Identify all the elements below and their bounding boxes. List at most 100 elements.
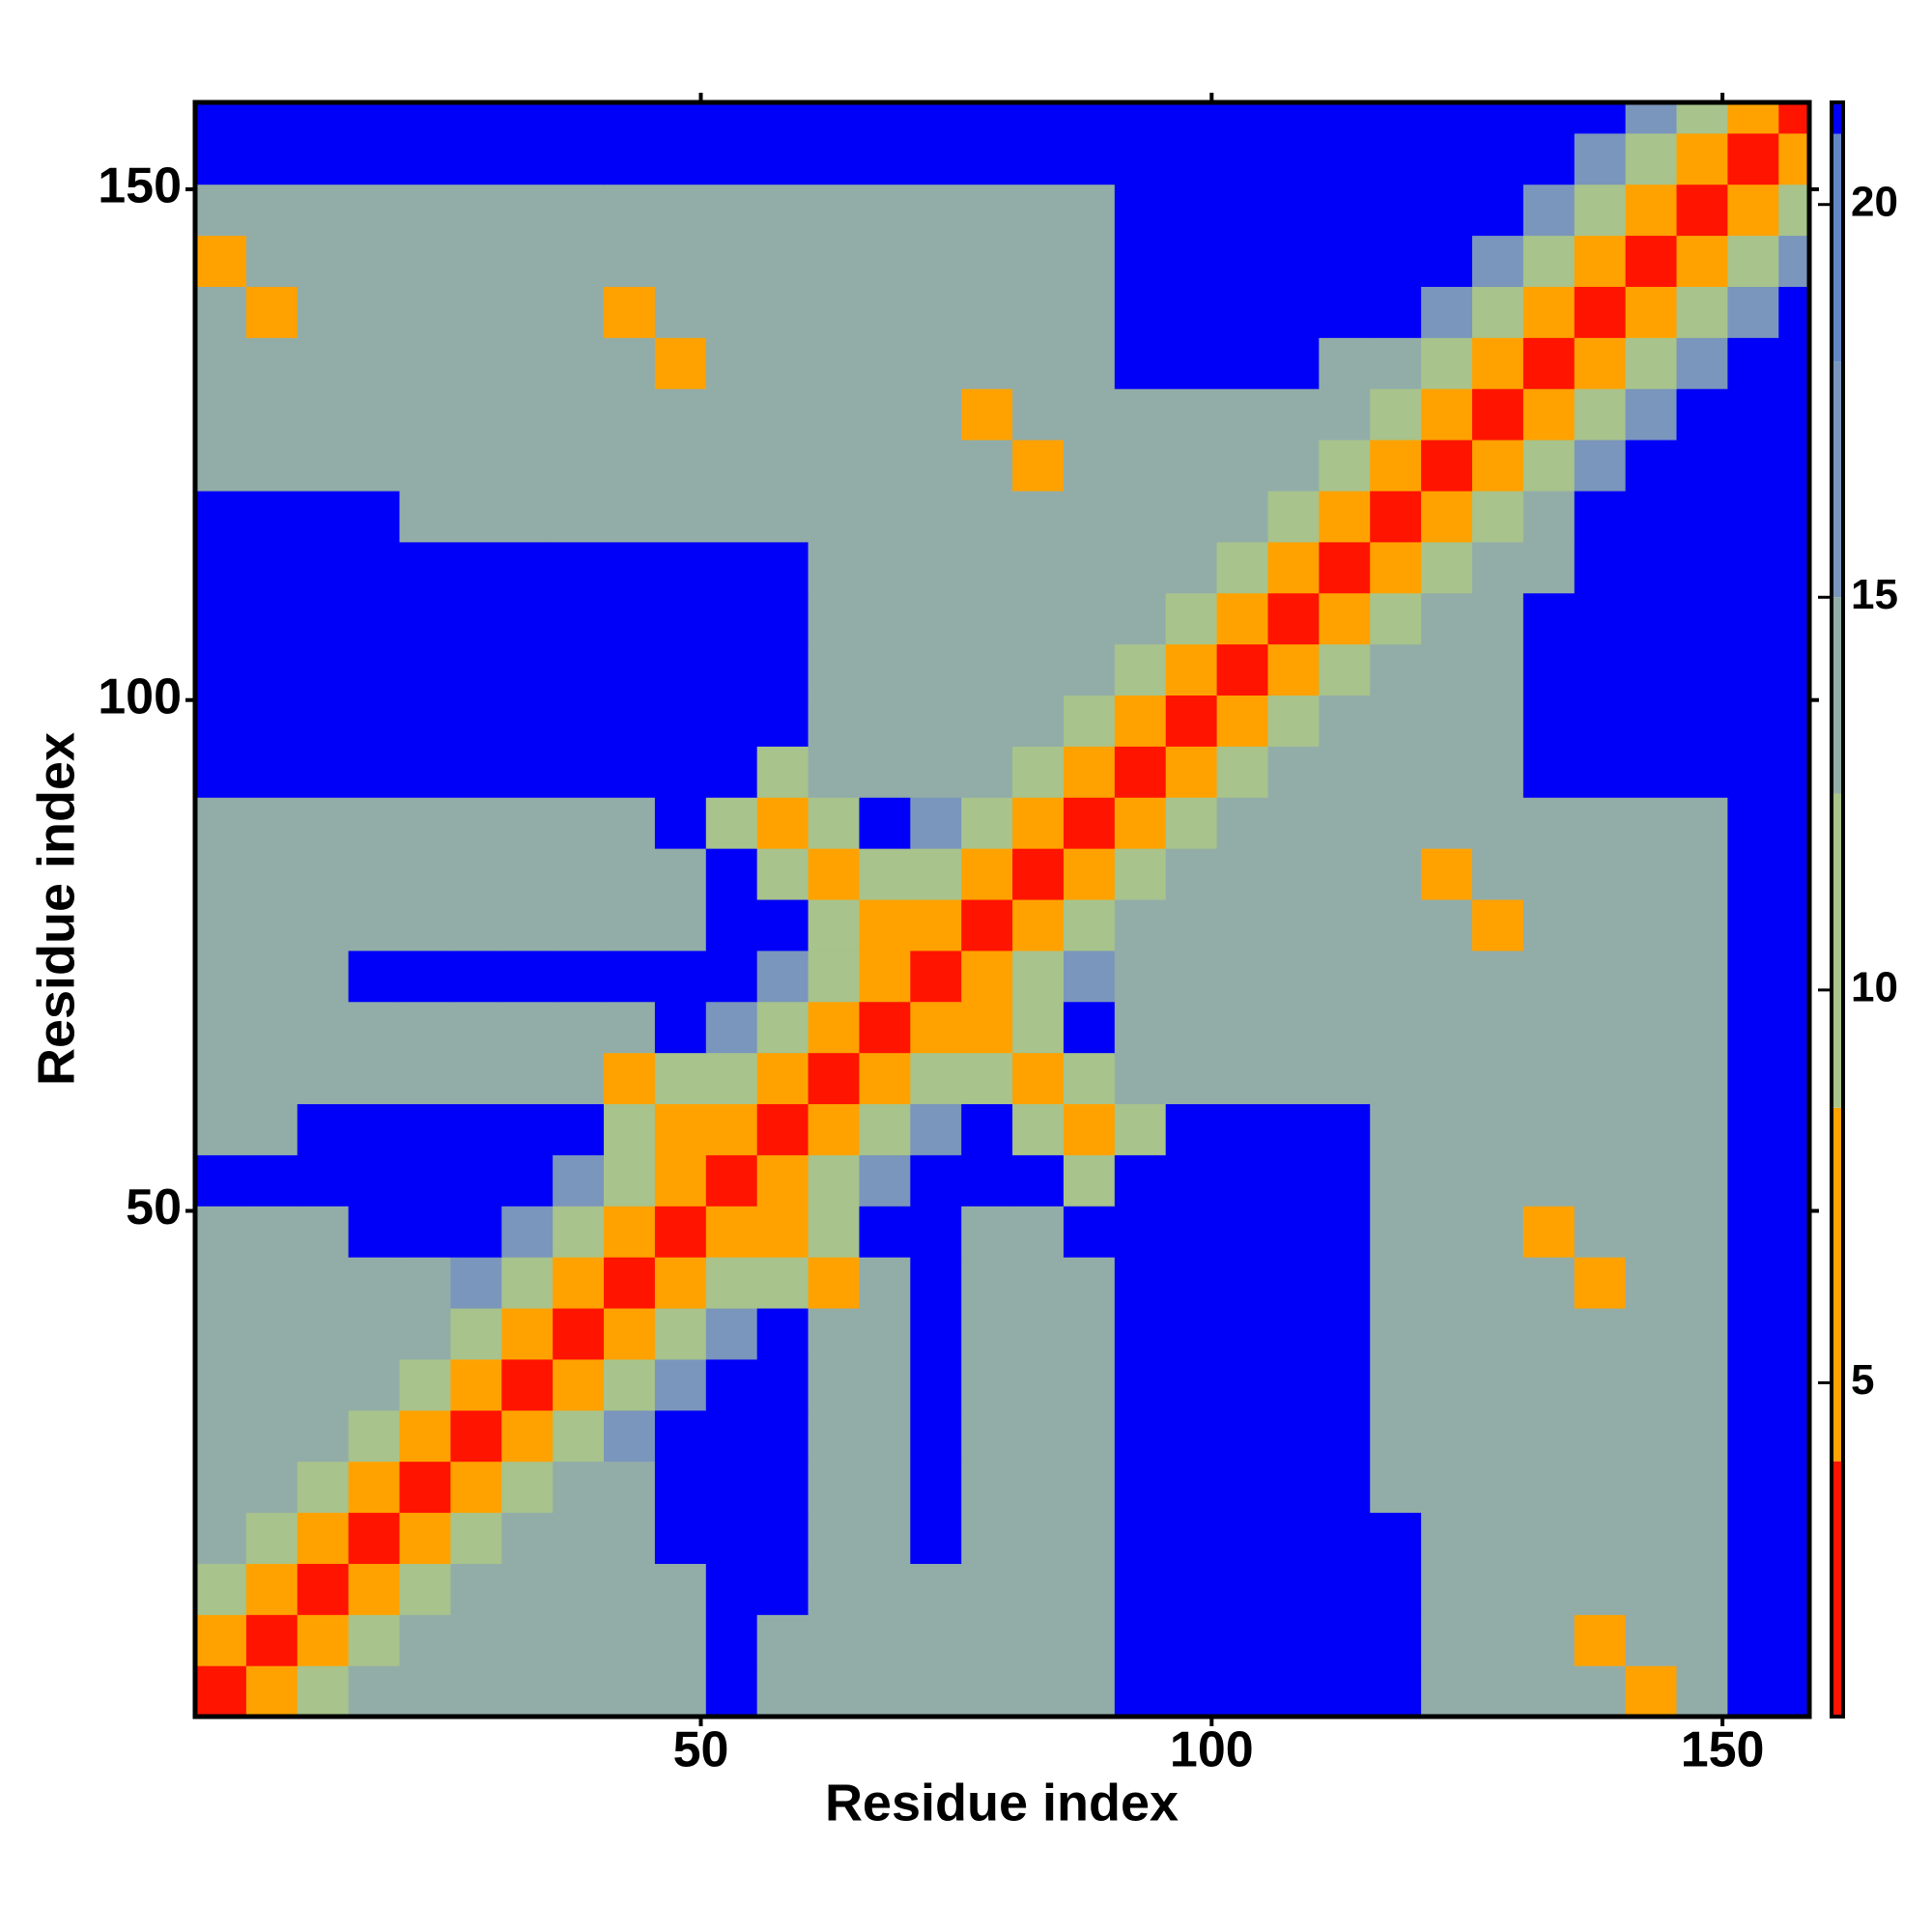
heatmap-cell [1012, 1052, 1065, 1105]
heatmap-cell [604, 848, 656, 900]
heatmap-cell [399, 1461, 451, 1514]
heatmap-cell [553, 1206, 605, 1258]
heatmap-cell [1421, 1512, 1473, 1564]
heatmap-cell [859, 1512, 911, 1564]
heatmap-cell [1216, 1461, 1269, 1514]
heatmap-cell [1522, 1461, 1576, 1514]
heatmap-cell [1114, 1665, 1167, 1717]
heatmap-cell [1574, 235, 1627, 287]
heatmap-cell [1216, 235, 1269, 287]
heatmap-cell [1421, 1614, 1473, 1666]
heatmap-cell [604, 1614, 656, 1666]
heatmap-cell [1370, 1206, 1422, 1258]
heatmap-cell [705, 337, 758, 389]
heatmap-cell [654, 337, 707, 389]
heatmap-cell [756, 695, 810, 747]
heatmap-cell [1676, 1358, 1728, 1411]
heatmap-cell [245, 1614, 298, 1666]
heatmap-cell [1012, 1563, 1065, 1615]
heatmap-cell [756, 797, 810, 849]
heatmap-cell [1421, 102, 1473, 134]
heatmap-cell [399, 643, 451, 696]
heatmap-cell [450, 388, 502, 440]
heatmap-cell [1114, 235, 1167, 287]
heatmap-cell [756, 898, 810, 952]
x-tick-label: 100 [1170, 1722, 1254, 1778]
heatmap-cell [859, 592, 911, 645]
heatmap-cell [1012, 102, 1065, 134]
heatmap-cell [1727, 490, 1779, 543]
heatmap-cell [450, 1001, 502, 1054]
heatmap-cell [1114, 797, 1167, 849]
heatmap-cell [1574, 746, 1627, 798]
heatmap-cell [808, 898, 861, 952]
heatmap-cell [501, 848, 554, 900]
heatmap-cell [1471, 286, 1524, 338]
heatmap-cell [859, 286, 911, 338]
heatmap-cell [859, 184, 911, 237]
heatmap-cell [1574, 643, 1627, 696]
heatmap-cell [1370, 388, 1422, 440]
heatmap-cell [910, 184, 962, 237]
colorbar-segment [1832, 1107, 1843, 1462]
heatmap-cell [1676, 184, 1728, 237]
heatmap-cell [195, 1563, 247, 1615]
heatmap-cell [808, 132, 861, 185]
heatmap-cell [910, 235, 962, 287]
heatmap-cell [1063, 1206, 1116, 1258]
heatmap-cell [1063, 797, 1116, 849]
heatmap-cell [808, 1409, 861, 1463]
heatmap-cell [1421, 184, 1473, 237]
heatmap-cell [705, 235, 758, 287]
heatmap-cell [1778, 1103, 1809, 1155]
heatmap-cell [910, 746, 962, 798]
heatmap-cell [1625, 286, 1678, 338]
heatmap-cell [1267, 132, 1320, 185]
heatmap-cell [1267, 1103, 1320, 1155]
heatmap-cell [1063, 440, 1116, 492]
heatmap-cell [245, 746, 298, 798]
heatmap-cell [1625, 1563, 1678, 1615]
heatmap-cell [910, 1512, 962, 1564]
heatmap-cell [604, 592, 656, 645]
heatmap-cell [1676, 746, 1728, 798]
heatmap-cell [1165, 695, 1218, 747]
heatmap-cell [297, 1512, 350, 1564]
heatmap-cell [910, 1154, 962, 1207]
heatmap-cell [604, 132, 656, 185]
heatmap-cell [553, 746, 605, 798]
heatmap-cell [450, 1052, 502, 1105]
heatmap-cell [705, 1563, 758, 1615]
heatmap-cell [1370, 1154, 1422, 1207]
heatmap-cell [245, 541, 298, 594]
heatmap-cell [910, 388, 962, 440]
heatmap-cell [1727, 440, 1779, 492]
heatmap-cell [1319, 337, 1371, 389]
heatmap-cell [297, 1614, 350, 1666]
heatmap-cell [1676, 1206, 1728, 1258]
heatmap-cell [1522, 388, 1576, 440]
heatmap-cell [1114, 1154, 1167, 1207]
heatmap-cell [1370, 235, 1422, 287]
heatmap-cell [1319, 235, 1371, 287]
heatmap-cell [1471, 184, 1524, 237]
heatmap-cell [399, 1052, 451, 1105]
heatmap-cell [245, 695, 298, 747]
heatmap-cell [195, 184, 247, 237]
heatmap-cell [756, 102, 810, 134]
heatmap-cell [297, 490, 350, 543]
heatmap-cell [1471, 1052, 1524, 1105]
heatmap-cell [910, 1409, 962, 1463]
heatmap-cell [501, 695, 554, 747]
heatmap-cell [1063, 286, 1116, 338]
heatmap-cell [1625, 1307, 1678, 1360]
heatmap-cell [195, 797, 247, 849]
heatmap-cell [501, 440, 554, 492]
heatmap-cell [859, 541, 911, 594]
heatmap-cell [245, 1052, 298, 1105]
heatmap-cell [1574, 1358, 1627, 1411]
heatmap-cell [1012, 1257, 1065, 1309]
heatmap-cell [348, 235, 401, 287]
heatmap-cell [399, 898, 451, 952]
heatmap-cell [1625, 440, 1678, 492]
